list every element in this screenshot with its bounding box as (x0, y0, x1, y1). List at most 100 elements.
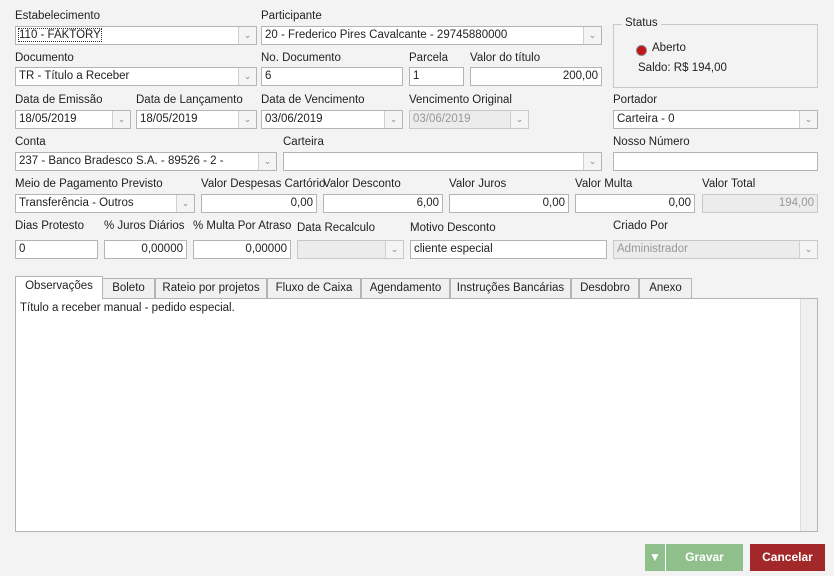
no-documento-label: No. Documento (261, 52, 341, 64)
estabelecimento-label: Estabelecimento (15, 10, 101, 22)
chevron-down-icon[interactable]: ⌄ (238, 111, 256, 128)
data-vencimento-select[interactable]: 03/06/2019 ⌄ (261, 110, 403, 129)
valor-total-input: 194,00 (702, 194, 818, 213)
tab-4[interactable]: Agendamento (361, 278, 450, 298)
valor-desconto-value: 6,00 (416, 197, 439, 209)
valor-total-label: Valor Total (702, 178, 756, 190)
dias-protesto-input[interactable]: 0 (15, 240, 98, 259)
tab-3[interactable]: Fluxo de Caixa (267, 278, 361, 298)
portador-value: Carteira - 0 (617, 113, 675, 125)
tab-2[interactable]: Rateio por projetos (155, 278, 267, 298)
valor-titulo-value: 200,00 (562, 70, 598, 82)
data-lancamento-value: 18/05/2019 (140, 113, 198, 125)
juros-diarios-input[interactable]: 0,00000 (104, 240, 187, 259)
gravar-dropdown-button[interactable]: ▼ (645, 544, 666, 571)
data-vencimento-value: 03/06/2019 (265, 113, 323, 125)
valor-multa-input[interactable]: 0,00 (575, 194, 695, 213)
estabelecimento-value: 110 - FAKTORY (18, 28, 102, 42)
participante-label: Participante (261, 10, 322, 22)
chevron-down-icon[interactable]: ⌄ (799, 111, 817, 128)
valor-titulo-label: Valor do título (470, 52, 541, 64)
nosso-numero-label: Nosso Número (613, 136, 690, 148)
gravar-button[interactable]: Gravar (666, 544, 743, 571)
tab-1[interactable]: Boleto (102, 278, 155, 298)
meio-pagamento-select[interactable]: Transferência - Outros ⌄ (15, 194, 195, 213)
chevron-down-icon[interactable]: ⌄ (176, 195, 194, 212)
valor-juros-value: 0,00 (542, 197, 565, 209)
conta-select[interactable]: 237 - Banco Bradesco S.A. - 89526 - 2 - ⌄ (15, 152, 277, 171)
chevron-down-icon[interactable]: ⌄ (112, 111, 130, 128)
parcela-input[interactable]: 1 (409, 67, 464, 86)
carteira-label: Carteira (283, 136, 324, 148)
conta-value: 237 - Banco Bradesco S.A. - 89526 - 2 - (19, 155, 224, 167)
parcela-label: Parcela (409, 52, 448, 64)
no-documento-input[interactable]: 6 (261, 67, 403, 86)
vencimento-original-label: Vencimento Original (409, 94, 512, 106)
data-vencimento-label: Data de Vencimento (261, 94, 365, 106)
parcela-value: 1 (413, 70, 420, 82)
data-recalculo-label: Data Recalculo (297, 222, 375, 234)
documento-label: Documento (15, 52, 74, 64)
tab-0[interactable]: Observações (15, 276, 103, 299)
chevron-down-icon[interactable]: ⌄ (583, 153, 601, 170)
valor-titulo-input[interactable]: 200,00 (470, 67, 602, 86)
participante-value: 20 - Frederico Pires Cavalcante - 297458… (265, 29, 508, 41)
juros-diarios-value: 0,00000 (141, 243, 183, 255)
chevron-down-icon[interactable]: ⌄ (583, 27, 601, 44)
dias-protesto-label: Dias Protesto (15, 220, 85, 232)
multa-atraso-label: % Multa Por Atraso (193, 220, 292, 232)
participante-select[interactable]: 20 - Frederico Pires Cavalcante - 297458… (261, 26, 602, 45)
valor-juros-input[interactable]: 0,00 (449, 194, 569, 213)
status-value: Aberto (652, 42, 686, 54)
observacoes-textarea[interactable]: Título a receber manual - pedido especia… (15, 298, 818, 532)
criado-por-select: Administrador ⌄ (613, 240, 818, 259)
carteira-select[interactable]: ⌄ (283, 152, 602, 171)
chevron-down-icon[interactable]: ⌄ (510, 111, 528, 128)
valor-multa-value: 0,00 (668, 197, 691, 209)
data-recalculo-select: ⌄ (297, 240, 404, 259)
criado-por-label: Criado Por (613, 220, 668, 232)
chevron-down-icon[interactable]: ⌄ (799, 241, 817, 258)
multa-atraso-input[interactable]: 0,00000 (193, 240, 291, 259)
nosso-numero-input[interactable] (613, 152, 818, 171)
observacoes-text: Título a receber manual - pedido especia… (20, 302, 235, 314)
tab-5[interactable]: Instruções Bancárias (450, 278, 571, 298)
multa-atraso-value: 0,00000 (245, 243, 287, 255)
saldo-value: Saldo: R$ 194,00 (638, 62, 727, 74)
chevron-down-icon[interactable]: ⌄ (258, 153, 276, 170)
documento-select[interactable]: TR - Título a Receber ⌄ (15, 67, 257, 86)
juros-diarios-label: % Juros Diários (104, 220, 185, 232)
chevron-down-icon[interactable]: ⌄ (385, 241, 403, 258)
motivo-desconto-value: cliente especial (414, 243, 493, 255)
meio-pagamento-value: Transferência - Outros (19, 197, 134, 209)
valor-desconto-input[interactable]: 6,00 (323, 194, 443, 213)
status-title: Status (622, 17, 661, 29)
data-emissao-value: 18/05/2019 (19, 113, 77, 125)
estabelecimento-select[interactable]: 110 - FAKTORY ⌄ (15, 26, 257, 45)
valor-desconto-label: Valor Desconto (323, 178, 401, 190)
cancelar-button[interactable]: Cancelar (750, 544, 825, 571)
tab-7[interactable]: Anexo (639, 278, 692, 298)
valor-total-value: 194,00 (778, 197, 814, 209)
data-emissao-label: Data de Emissão (15, 94, 103, 106)
valor-juros-label: Valor Juros (449, 178, 507, 190)
data-lancamento-label: Data de Lançamento (136, 94, 243, 106)
status-box: Status Aberto Saldo: R$ 194,00 (613, 17, 818, 88)
chevron-down-icon[interactable]: ⌄ (238, 27, 256, 44)
portador-select[interactable]: Carteira - 0 ⌄ (613, 110, 818, 129)
documento-value: TR - Título a Receber (19, 70, 130, 82)
motivo-desconto-label: Motivo Desconto (410, 222, 496, 234)
portador-label: Portador (613, 94, 658, 106)
chevron-down-icon[interactable]: ⌄ (238, 68, 256, 85)
motivo-desconto-input[interactable]: cliente especial (410, 240, 607, 259)
dias-protesto-value: 0 (19, 243, 26, 255)
data-emissao-select[interactable]: 18/05/2019 ⌄ (15, 110, 131, 129)
tab-6[interactable]: Desdobro (571, 278, 639, 298)
chevron-down-icon[interactable]: ⌄ (384, 111, 402, 128)
scrollbar[interactable] (800, 299, 817, 531)
meio-pagamento-label: Meio de Pagamento Previsto (15, 178, 163, 190)
status-indicator-icon (636, 45, 647, 56)
valor-despesas-input[interactable]: 0,00 (201, 194, 317, 213)
criado-por-value: Administrador (617, 243, 688, 255)
data-lancamento-select[interactable]: 18/05/2019 ⌄ (136, 110, 257, 129)
